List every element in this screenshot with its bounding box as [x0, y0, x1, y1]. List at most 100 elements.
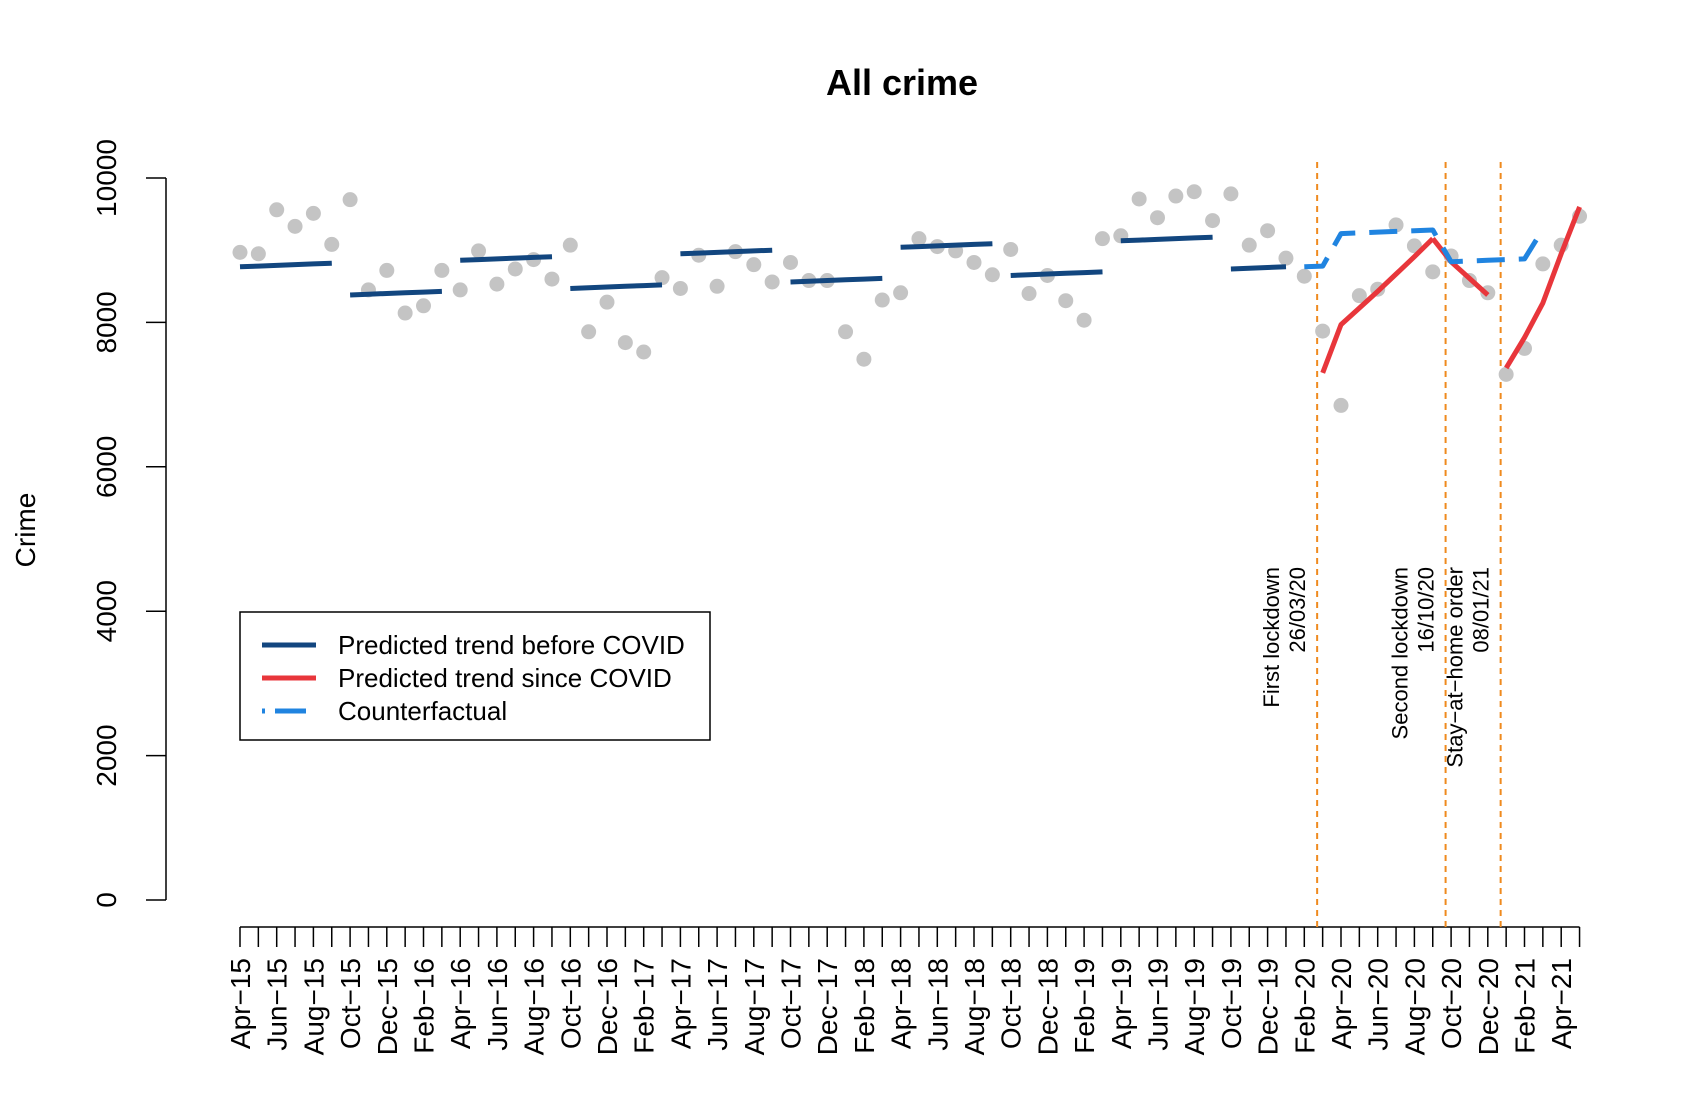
y-tick-label: 10000 — [91, 139, 122, 217]
observed-point — [617, 335, 633, 351]
series-line — [1430, 237, 1490, 297]
observed-point — [1425, 264, 1441, 280]
x-tick-label: Aug−16 — [519, 958, 550, 1055]
observed-point — [342, 192, 358, 208]
x-tick-label: Dec−18 — [1032, 958, 1063, 1055]
series-line — [1504, 205, 1582, 370]
observed-point — [893, 285, 909, 301]
legend-label: Predicted trend since COVID — [338, 663, 672, 693]
event-label: 26/03/20 — [1285, 567, 1310, 653]
x-tick-label: Feb−19 — [1069, 958, 1100, 1054]
x-tick-label: Apr−19 — [1106, 958, 1137, 1049]
observed-point — [324, 236, 340, 252]
x-tick-label: Oct−15 — [335, 958, 366, 1049]
observed-point — [1021, 286, 1037, 302]
y-tick-label: 2000 — [91, 724, 122, 786]
x-tick-label: Oct−20 — [1436, 958, 1467, 1049]
observed-point — [1315, 323, 1331, 339]
observed-point — [1278, 250, 1294, 266]
x-tick-label: Apr−16 — [445, 958, 476, 1049]
x-tick-label: Jun−18 — [922, 958, 953, 1051]
observed-point — [984, 267, 1000, 283]
y-tick-label: 0 — [91, 892, 122, 908]
x-tick-label: Dec−20 — [1473, 958, 1504, 1055]
observed-point — [1260, 223, 1276, 239]
legend-label: Predicted trend before COVID — [338, 630, 685, 660]
y-axis: 0 2000 4000 6000 8000 10000 — [91, 139, 167, 908]
observed-point — [452, 282, 468, 298]
x-tick-label: Jun−16 — [482, 958, 513, 1051]
observed-point — [1388, 217, 1404, 233]
event-markers: First lockdown 26/03/20 Second lockdown 16/… — [1259, 162, 1502, 927]
observed-point — [1131, 191, 1147, 207]
x-tick-label: Dec−19 — [1253, 958, 1284, 1055]
x-tick-label: Apr−21 — [1546, 958, 1577, 1049]
x-tick-label: Apr−17 — [665, 958, 696, 1049]
observed-point — [397, 305, 413, 321]
observed-point — [654, 270, 670, 286]
observed-point — [544, 271, 560, 287]
observed-point — [709, 278, 725, 294]
observed-point — [434, 262, 450, 278]
series-line — [1230, 264, 1287, 272]
series-line — [1320, 236, 1435, 374]
y-tick-label: 6000 — [91, 436, 122, 498]
x-tick-label: Aug−18 — [959, 958, 990, 1055]
trend-lines — [239, 205, 1582, 374]
observed-point — [1223, 186, 1239, 202]
x-tick-label: Aug−15 — [298, 958, 329, 1055]
observed-point — [1094, 231, 1110, 247]
x-tick-label: Feb−17 — [629, 958, 660, 1054]
observed-point — [1241, 237, 1257, 253]
series-line — [349, 288, 442, 298]
x-tick-label: Feb−20 — [1289, 958, 1320, 1054]
observed-point — [232, 244, 248, 260]
observed-point — [1498, 366, 1514, 382]
chart-title: All crime — [826, 62, 978, 103]
x-tick-label: Dec−15 — [372, 958, 403, 1055]
observed-point — [1076, 312, 1092, 328]
observed-point — [1058, 293, 1074, 309]
x-tick-label: Jun−15 — [262, 958, 293, 1051]
observed-point — [838, 324, 854, 340]
legend-label: Counterfactual — [338, 696, 507, 726]
observed-point — [562, 237, 578, 253]
observed-point — [581, 324, 597, 340]
observed-point — [1168, 188, 1184, 204]
observed-point — [471, 243, 487, 259]
series-line — [570, 282, 663, 291]
observed-point — [379, 262, 395, 278]
x-tick-label: Apr−20 — [1326, 958, 1357, 1049]
event-label: 16/10/20 — [1414, 567, 1439, 653]
x-tick-label: Apr−18 — [886, 958, 917, 1049]
observed-point — [856, 351, 872, 367]
x-tick-label: Oct−18 — [996, 958, 1027, 1049]
x-tick-label: Jun−19 — [1143, 958, 1174, 1051]
observed-point — [507, 261, 523, 277]
observed-point — [489, 276, 505, 292]
x-tick-label: Jun−20 — [1363, 958, 1394, 1051]
y-tick-label: 4000 — [91, 580, 122, 642]
observed-point — [1333, 397, 1349, 413]
observed-point — [672, 280, 688, 296]
x-tick-label: Jun−17 — [702, 958, 733, 1051]
observed-point — [1351, 288, 1367, 304]
series-line — [900, 241, 993, 250]
observed-point — [966, 254, 982, 270]
observed-point — [1150, 210, 1165, 226]
observed-points — [232, 184, 1588, 413]
x-tick-label: Feb−21 — [1510, 958, 1541, 1054]
observed-point — [764, 274, 780, 290]
x-tick-label: Oct−16 — [555, 958, 586, 1049]
x-tick-label: Oct−19 — [1216, 958, 1247, 1049]
x-tick-label: Dec−17 — [812, 958, 843, 1055]
series-line — [1120, 234, 1213, 244]
observed-point — [636, 344, 652, 360]
observed-point — [269, 202, 285, 218]
observed-point — [1296, 268, 1312, 284]
series-line — [1010, 269, 1103, 278]
series-line — [1304, 227, 1546, 270]
series-line — [460, 254, 553, 263]
